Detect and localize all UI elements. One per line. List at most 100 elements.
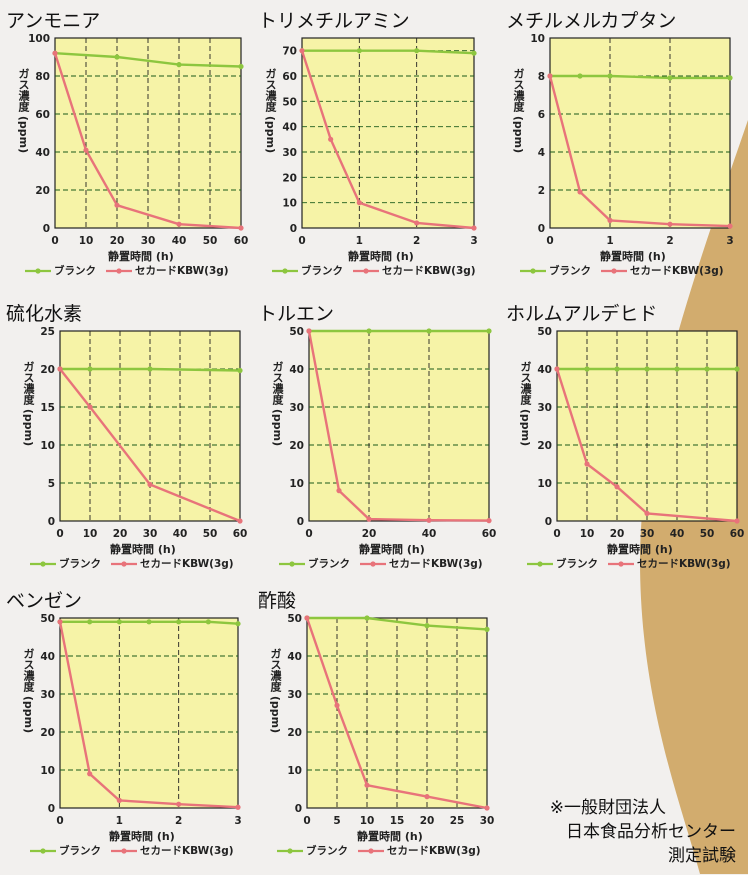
chart-panel: メチルメルカプタン 0 2 4 6 8 10 0 1 2 3 ガス濃度 (ppm) 静置時間 (h) ブラ…: [500, 10, 748, 295]
legend-label: セカードKBW(3g): [630, 265, 724, 277]
data-point-product: [614, 484, 620, 490]
plot-area: [54, 37, 242, 229]
x-tick-label: 50: [203, 528, 218, 540]
data-point-product: [334, 702, 340, 708]
data-point-product: [87, 404, 93, 410]
y-tick-label: 0: [43, 223, 50, 235]
chart-legend: ブランク セカードKBW(3g): [527, 556, 741, 571]
y-tick-label: 10: [530, 33, 545, 45]
data-point-product: [237, 518, 243, 524]
x-tick-label: 1: [606, 235, 613, 247]
y-tick-label: 70: [282, 46, 297, 58]
y-tick-label: 0: [48, 516, 55, 528]
legend-label: セカードKBW(3g): [387, 845, 481, 857]
y-tick-label: 0: [545, 516, 552, 528]
legend-item-product: セカードKBW(3g): [358, 845, 481, 857]
data-point-blank: [607, 73, 613, 79]
x-axis-label: 静置時間 (h): [108, 250, 174, 263]
y-tick-label: 0: [538, 223, 545, 235]
data-point-product: [116, 797, 122, 803]
data-point-product: [328, 136, 334, 142]
note-line-3: 測定試験: [668, 846, 736, 866]
y-axis-label: ガス濃度 (ppm): [519, 361, 532, 447]
x-axis-label: 静置時間 (h): [348, 250, 414, 263]
x-tick-label: 10: [360, 815, 375, 827]
data-point-blank: [147, 366, 153, 372]
data-point-product: [414, 220, 420, 226]
data-point-product: [114, 202, 120, 208]
y-tick-label: 40: [537, 364, 552, 376]
x-tick-label: 40: [422, 528, 437, 540]
data-point-blank: [667, 75, 673, 81]
legend-label: セカードKBW(3g): [382, 265, 476, 277]
data-point-product: [304, 615, 310, 621]
chart-title: アンモニア: [6, 10, 101, 32]
x-tick-label: 1: [116, 815, 123, 827]
y-tick-label: 10: [282, 198, 297, 210]
chart-panel: ベンゼン 0 10 20 30 40 50 0 1 2 3 ガス濃度 (ppm) 静置時間 (h) ブラン…: [0, 590, 248, 875]
chart-panel: トリメチルアミン 0 10 20 30 40 50 60 70 0 1 2 3 ガス濃度 (ppm) 静置時…: [252, 10, 500, 295]
y-tick-label: 8: [538, 71, 545, 83]
x-tick-label: 2: [666, 235, 673, 247]
y-tick-label: 60: [282, 71, 297, 83]
y-tick-label: 10: [287, 765, 302, 777]
data-point-product: [426, 517, 432, 523]
y-tick-label: 10: [40, 765, 55, 777]
data-point-product: [584, 461, 590, 467]
y-tick-label: 0: [290, 223, 297, 235]
data-point-blank: [644, 366, 650, 372]
y-tick-label: 20: [282, 172, 297, 184]
chart-legend: ブランク セカードKBW(3g): [30, 556, 244, 571]
data-point-blank: [114, 54, 120, 60]
chart-svg: 0 10 20 30 40 50 0 20 40 60: [289, 326, 496, 540]
legend-item-product: セカードKBW(3g): [106, 265, 229, 277]
y-tick-label: 10: [289, 478, 304, 490]
chart-title: トリメチルアミン: [258, 10, 410, 32]
data-point-product: [176, 221, 182, 227]
x-tick-label: 50: [203, 235, 218, 247]
legend-swatch-icon: [111, 561, 137, 567]
data-point-blank: [727, 75, 733, 81]
x-tick-label: 1: [356, 235, 363, 247]
legend-item-blank: ブランク: [30, 558, 101, 570]
chart-title: 硫化水素: [6, 303, 83, 325]
legend-swatch-icon: [30, 848, 56, 854]
x-axis-label: 静置時間 (h): [600, 250, 666, 263]
data-point-product: [299, 48, 305, 54]
x-tick-label: 20: [110, 235, 125, 247]
note-line-2: 日本食品分析センター: [566, 822, 736, 842]
y-tick-label: 60: [35, 109, 50, 121]
legend-label: セカードKBW(3g): [637, 558, 731, 570]
data-point-product: [306, 328, 312, 334]
series-line-blank: [307, 616, 488, 631]
y-tick-label: 20: [40, 727, 55, 739]
y-tick-label: 15: [40, 402, 55, 414]
y-axis-label: ガス濃度 (ppm): [22, 361, 35, 447]
y-tick-label: 0: [48, 803, 55, 815]
data-point-blank: [87, 619, 93, 625]
y-tick-label: 2: [538, 185, 545, 197]
x-tick-label: 60: [234, 235, 248, 247]
legend-swatch-icon: [527, 561, 553, 567]
legend-label: ブランク: [59, 558, 101, 570]
legend-label: ブランク: [549, 265, 591, 277]
y-tick-label: 50: [287, 613, 302, 625]
legend-item-blank: ブランク: [277, 845, 348, 857]
data-point-blank: [235, 621, 241, 627]
x-tick-label: 0: [56, 815, 63, 827]
data-point-product: [486, 518, 492, 524]
legend-label: セカードKBW(3g): [135, 265, 229, 277]
chart-title: 酢酸: [258, 590, 297, 612]
legend-label: ブランク: [306, 845, 348, 857]
y-tick-label: 50: [537, 326, 552, 338]
plot-area: [556, 330, 738, 522]
y-tick-label: 5: [48, 478, 55, 490]
data-point-blank: [146, 619, 152, 625]
series-line-blank: [60, 367, 241, 372]
y-tick-label: 40: [282, 122, 297, 134]
plot-area: [59, 330, 241, 522]
legend-item-blank: ブランク: [520, 265, 591, 277]
chart-legend: ブランク セカードKBW(3g): [30, 843, 244, 858]
legend-swatch-icon: [106, 268, 132, 274]
chart-svg: 0 10 20 30 40 50 0 1 2 3: [40, 613, 241, 827]
